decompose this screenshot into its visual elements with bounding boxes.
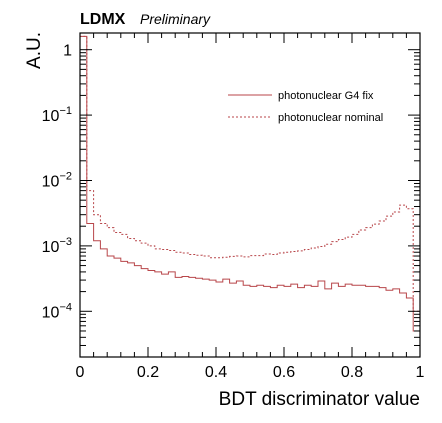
plot-area: 0 0.2 0.4 0.6 0.8 1 1 10−1 10−2 10−3 10−4 [42, 32, 425, 381]
y-tick-label: 10−4 [42, 301, 72, 321]
y-tick-label: 1 [63, 43, 72, 60]
y-tick-label: 10−1 [42, 105, 72, 125]
y-axis-ticks: 1 10−1 10−2 10−3 10−4 [42, 43, 420, 346]
legend-label-g4-fix: photonuclear G4 fix [278, 90, 374, 102]
legend-label-nominal: photonuclear nominal [278, 112, 383, 124]
y-tick-label: 10−2 [42, 170, 72, 190]
x-tick-label: 0.8 [341, 364, 363, 381]
series-g4-fix-histogram [79, 35, 421, 357]
x-tick-label: 0.2 [137, 364, 159, 381]
series-nominal-histogram [79, 35, 421, 357]
experiment-label: LDMX [80, 11, 126, 28]
y-tick-label: 10−3 [42, 236, 72, 256]
x-tick-label: 0 [76, 364, 85, 381]
series-group [79, 35, 421, 357]
x-tick-label: 0.4 [205, 364, 227, 381]
x-tick-label: 0.6 [273, 364, 295, 381]
x-tick-label: 1 [416, 364, 425, 381]
x-axis-title: BDT discriminator value [219, 389, 420, 410]
y-axis-title: A.U. [24, 32, 45, 69]
x-axis-ticks: 0 0.2 0.4 0.6 0.8 1 [76, 33, 425, 381]
chart-header: LDMX Preliminary [80, 11, 211, 28]
plot-frame [79, 32, 421, 358]
legend: photonuclear G4 fix photonuclear nominal [228, 90, 383, 124]
status-label: Preliminary [140, 11, 211, 27]
